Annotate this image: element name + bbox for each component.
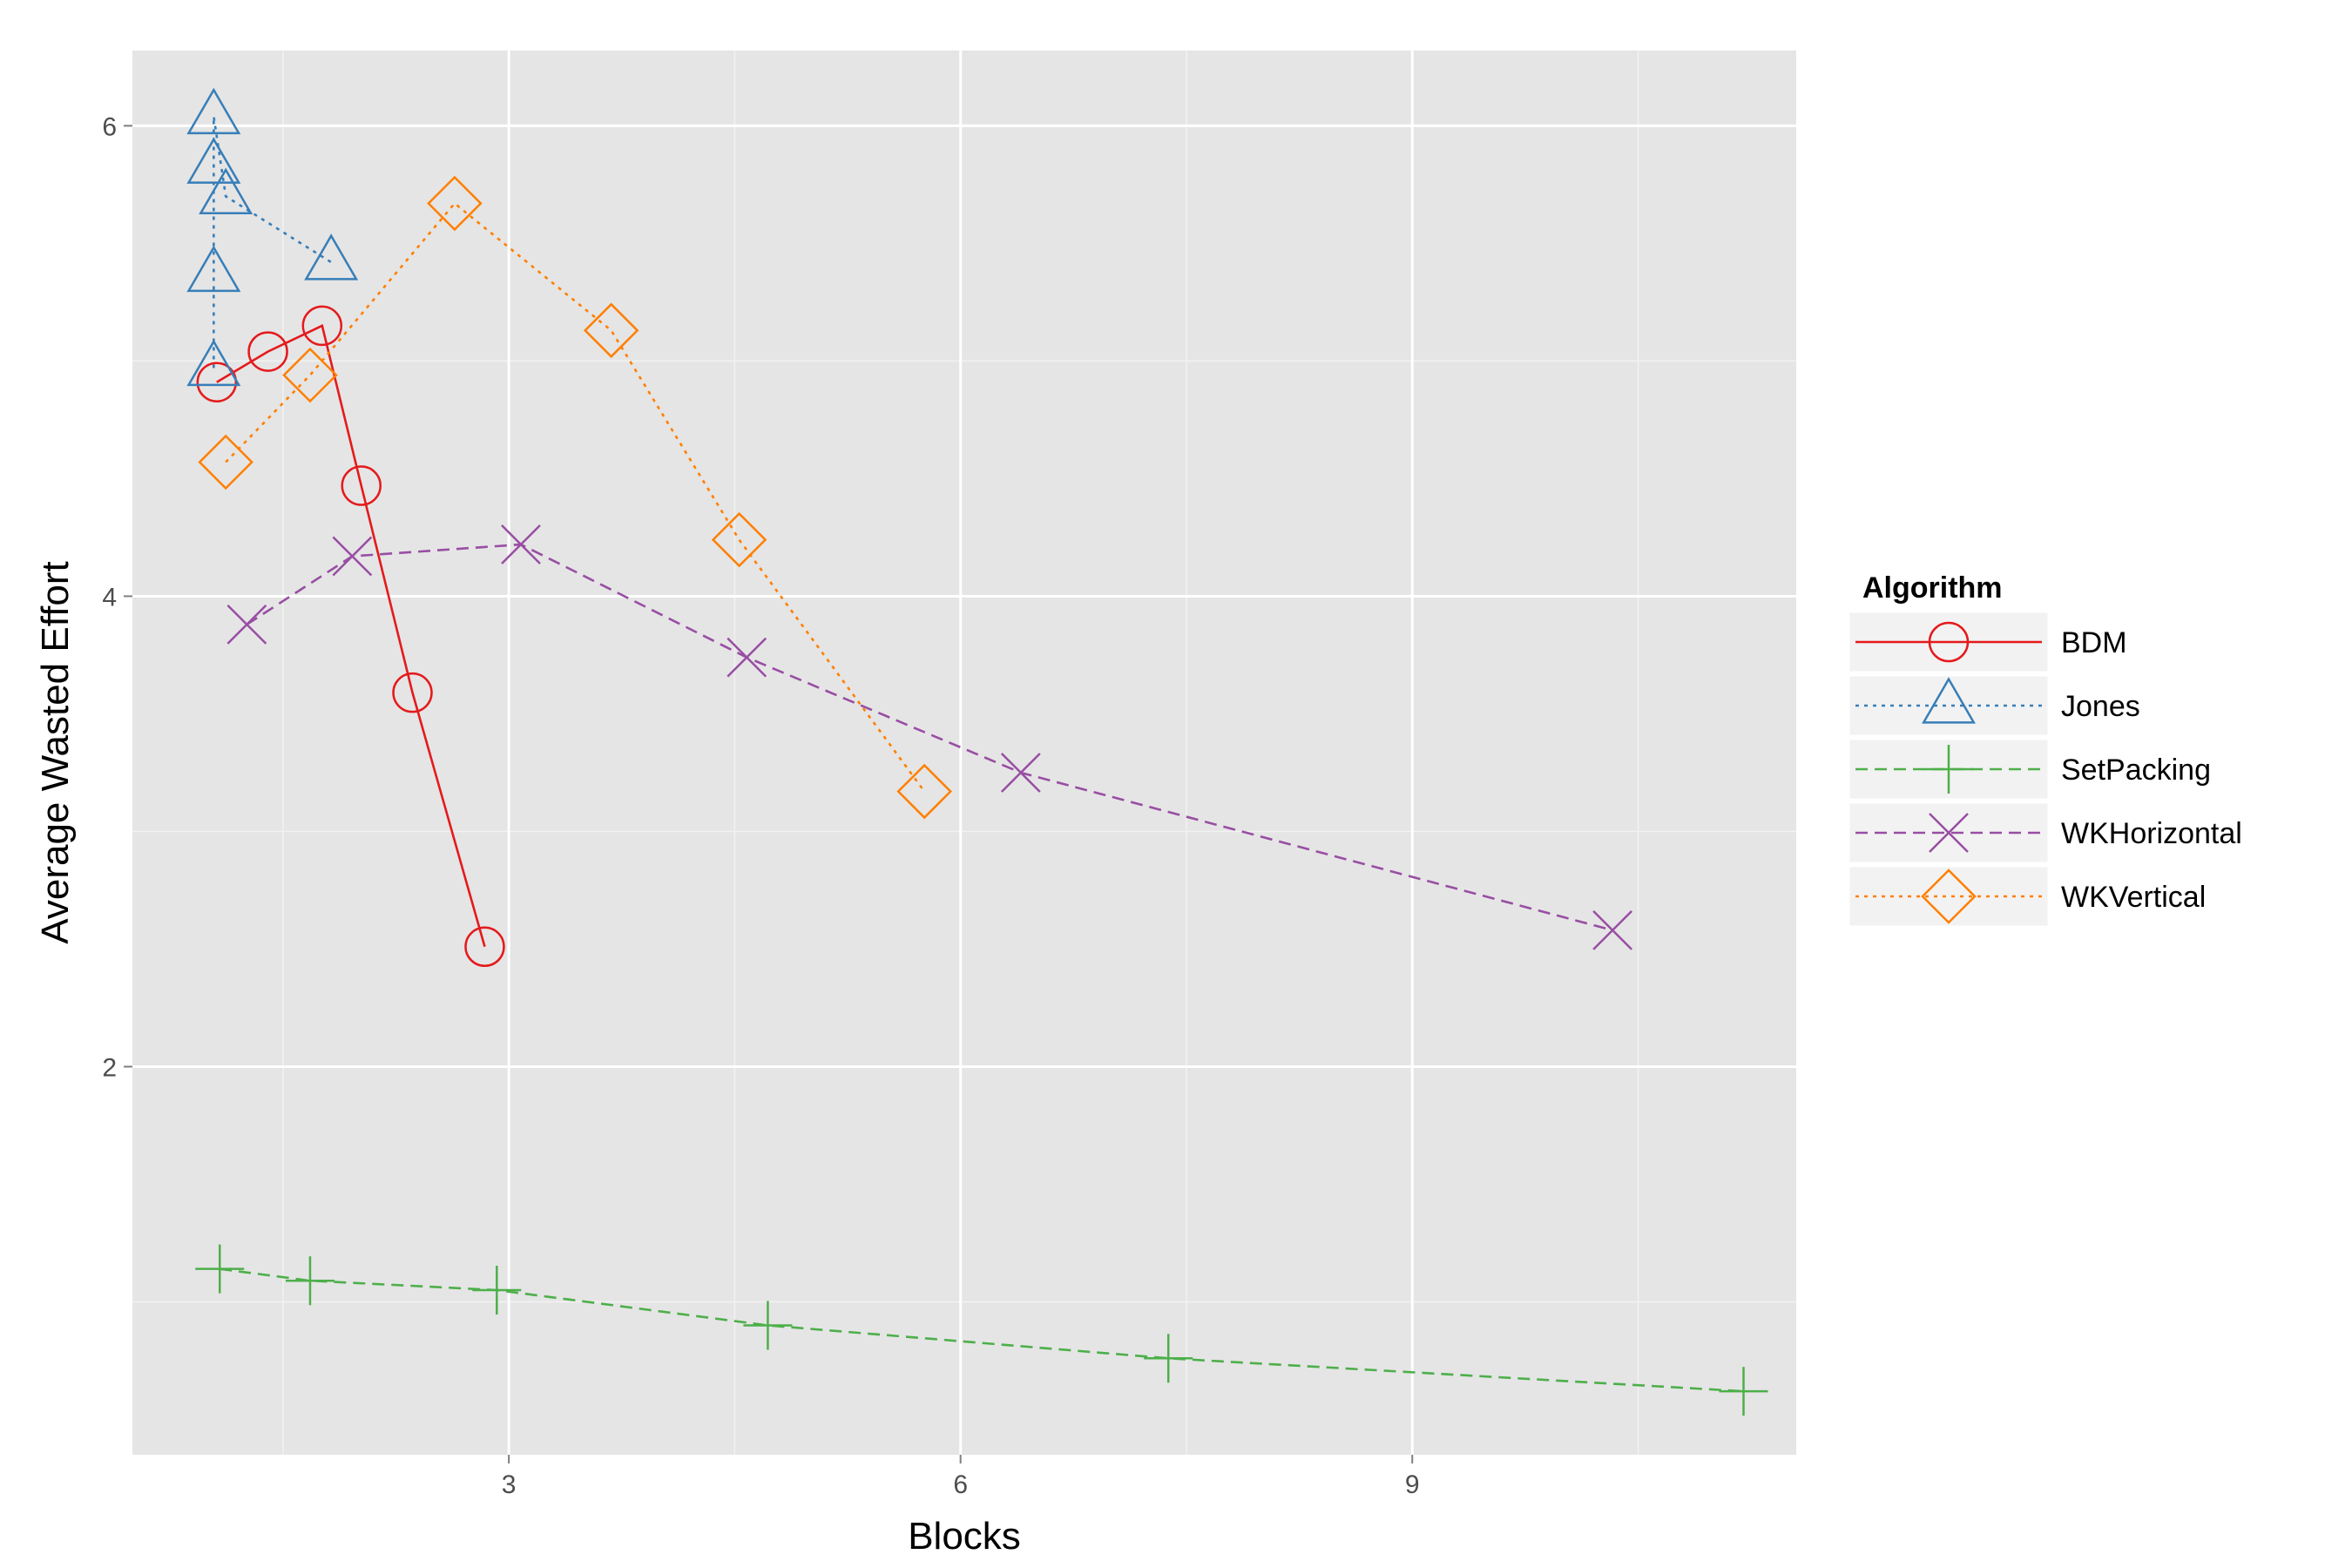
data-point-diamond [711, 511, 767, 568]
series-jones [186, 87, 359, 387]
data-point-x [727, 637, 767, 678]
data-point-triangle [186, 137, 241, 184]
minor-gridlines [132, 51, 1796, 1455]
legend-key [1847, 864, 2051, 929]
data-point-circle [392, 672, 433, 713]
data-point-circle [341, 465, 382, 506]
series-wkvertical [198, 175, 952, 820]
x-axis-ticks: 3 6 9 [502, 1455, 1420, 1499]
data-point-circle [301, 305, 343, 347]
data-point-triangle [304, 233, 359, 280]
legend: Algorithm BDM Jones SetPacking WKHorizontal… [1847, 571, 2242, 929]
major-gridlines [132, 51, 1796, 1455]
data-point-x [501, 524, 541, 564]
data-point-x [226, 604, 267, 645]
y-tick-label: 4 [102, 583, 117, 612]
data-point-circle [196, 362, 238, 402]
data-point-circle [247, 331, 288, 372]
x-tick-label: 6 [953, 1470, 968, 1499]
legend-item-jones: Jones [1847, 673, 2140, 738]
legend-key [1847, 673, 2051, 738]
series-line [246, 543, 1613, 932]
x-tick-label: 9 [1405, 1470, 1420, 1499]
legend-item-wkhorizontal: WKHorizontal [1847, 801, 2242, 865]
legend-item-wkvertical: WKVertical [1847, 864, 2206, 929]
data-point-x [1592, 909, 1633, 950]
y-tick-label: 2 [102, 1053, 117, 1082]
series-setpacking [195, 1244, 1768, 1416]
data-point-plus [1924, 745, 1973, 794]
legend-label: Jones [2061, 690, 2140, 723]
data-point-x [1929, 813, 1969, 853]
data-point-diamond [198, 434, 253, 490]
legend-label: WKVertical [2061, 881, 2206, 914]
series-bdm [196, 305, 505, 968]
data-point-circle [464, 926, 505, 968]
data-point-triangle [186, 339, 241, 387]
data-point-triangle [1922, 677, 1976, 724]
data-point-triangle [186, 245, 241, 293]
data-point-diamond [427, 175, 483, 232]
data-point-diamond [896, 763, 952, 820]
series-layer [186, 87, 1768, 1416]
data-point-triangle [199, 167, 253, 214]
data-point-diamond [583, 302, 639, 359]
data-point-plus [1719, 1367, 1768, 1416]
data-point-circle [1928, 621, 1970, 663]
legend-label: BDM [2061, 626, 2127, 659]
series-wkhorizontal [226, 524, 1633, 950]
data-point-plus [1144, 1334, 1193, 1383]
data-point-x [332, 536, 373, 577]
y-axis-title: Average Wasted Effort [34, 561, 77, 943]
data-point-triangle [186, 87, 241, 135]
x-tick-label: 3 [502, 1470, 517, 1499]
series-line [216, 324, 486, 948]
legend-label: WKHorizontal [2061, 817, 2242, 850]
y-tick-label: 6 [102, 112, 117, 141]
legend-label: SetPacking [2061, 754, 2211, 787]
legend-item-bdm: BDM [1847, 610, 2127, 674]
data-point-x [1000, 753, 1041, 793]
series-line [225, 201, 926, 793]
data-point-diamond [282, 347, 338, 403]
data-point-plus [472, 1265, 522, 1315]
data-point-plus [743, 1301, 793, 1350]
legend-title: Algorithm [1862, 571, 2003, 605]
data-point-plus [195, 1244, 245, 1294]
plot-panel [132, 51, 1796, 1455]
x-axis-title: Blocks [908, 1515, 1021, 1558]
legend-item-setpacking: SetPacking [1847, 737, 2211, 801]
data-point-plus [285, 1256, 335, 1306]
data-point-diamond [1921, 868, 1977, 924]
y-axis-ticks: 2 4 6 [102, 112, 132, 1082]
